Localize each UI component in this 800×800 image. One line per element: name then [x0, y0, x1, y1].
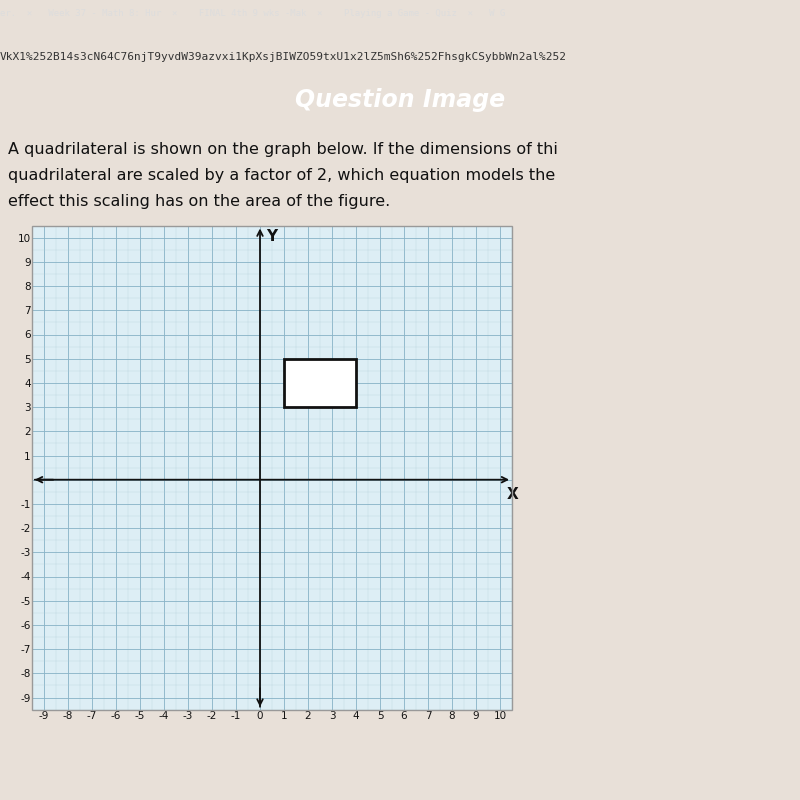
Text: VkX1%252B14s3cN64C76njT9yvdW39azvxi1KpXsjBIWZO59txU1x2lZ5mSh6%252FhsgkCSybbWn2al: VkX1%252B14s3cN64C76njT9yvdW39azvxi1KpXs… — [0, 52, 567, 62]
Text: Y: Y — [266, 230, 277, 244]
Text: Question Image: Question Image — [295, 88, 505, 111]
Text: A quadrilateral is shown on the graph below. If the dimensions of thi: A quadrilateral is shown on the graph be… — [8, 142, 558, 158]
Text: quadrilateral are scaled by a factor of 2, which equation models the: quadrilateral are scaled by a factor of … — [8, 168, 555, 183]
Text: X: X — [507, 486, 519, 502]
Text: er.  ×   Week 37 - Math 8: Hur  ×    FINAL 4th 9 wks -Mak  ×    Playing a Game -: er. × Week 37 - Math 8: Hur × FINAL 4th … — [0, 9, 506, 18]
Bar — [284, 358, 356, 407]
Text: effect this scaling has on the area of the figure.: effect this scaling has on the area of t… — [8, 194, 390, 209]
